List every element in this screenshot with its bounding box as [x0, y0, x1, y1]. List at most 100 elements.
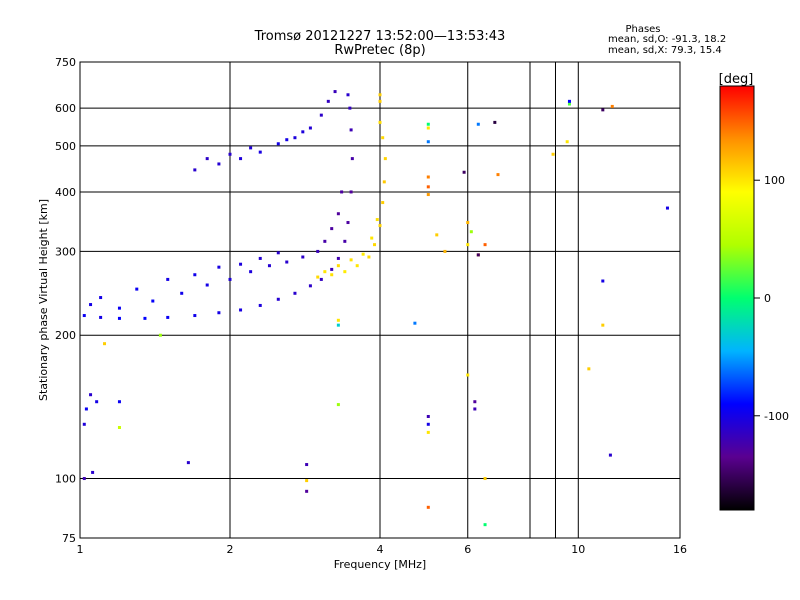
data-point	[483, 523, 487, 527]
data-point	[166, 315, 170, 319]
data-point	[117, 425, 121, 429]
data-point	[381, 136, 385, 140]
data-point	[493, 120, 497, 124]
data-point	[103, 342, 107, 346]
data-point	[276, 297, 280, 301]
data-point	[473, 407, 477, 411]
data-point	[267, 264, 271, 268]
stats-o-mode: mean, sd,O: -91.3, 18.2	[608, 34, 726, 45]
x-tick-label: 2	[227, 543, 234, 556]
data-point	[249, 270, 253, 274]
x-tick-label: 10	[571, 543, 585, 556]
data-point	[466, 373, 470, 377]
data-point	[608, 453, 612, 457]
stats-header: Phases	[625, 24, 660, 35]
data-point	[330, 227, 334, 231]
data-point	[426, 140, 430, 144]
data-point	[426, 185, 430, 189]
data-point	[193, 314, 197, 318]
data-point	[567, 102, 571, 106]
data-point	[435, 233, 439, 237]
data-point	[336, 403, 340, 407]
data-point	[89, 303, 93, 307]
data-point	[443, 249, 447, 253]
data-point	[239, 157, 243, 161]
data-point	[180, 291, 184, 295]
data-point	[426, 126, 430, 130]
chart-title: Tromsø 20121227 13:52:00—13:53:43	[254, 29, 506, 44]
data-point	[316, 275, 320, 279]
data-point	[567, 99, 571, 103]
data-point	[326, 99, 330, 103]
data-point	[293, 136, 297, 140]
data-point	[193, 273, 197, 277]
data-points	[82, 90, 669, 527]
data-point	[143, 316, 147, 320]
y-tick-label: 400	[55, 186, 76, 199]
x-tick-label: 1	[77, 543, 84, 556]
data-point	[276, 251, 280, 255]
data-point	[426, 414, 430, 418]
data-point	[601, 323, 605, 327]
data-point	[228, 277, 232, 281]
data-point	[166, 277, 170, 281]
data-point	[383, 157, 387, 161]
y-axis-label: Stationary phase Virtual Height [km]	[37, 199, 50, 401]
data-point	[336, 256, 340, 260]
data-point	[426, 505, 430, 509]
data-point	[375, 218, 379, 222]
data-point	[217, 162, 221, 166]
data-point	[99, 296, 103, 300]
data-point	[301, 130, 305, 134]
data-point	[665, 206, 669, 210]
x-tick-label: 6	[464, 543, 471, 556]
grid-lines	[80, 62, 680, 538]
data-point	[249, 146, 253, 150]
data-point	[305, 479, 309, 483]
data-point	[239, 308, 243, 312]
data-point	[84, 407, 88, 411]
data-point	[333, 90, 337, 94]
data-point	[305, 463, 309, 467]
data-point	[340, 190, 344, 194]
data-point	[382, 180, 386, 184]
data-point	[217, 311, 221, 315]
data-point	[305, 489, 309, 493]
data-point	[228, 152, 232, 156]
stats-x-mode: mean, sd,X: 79.3, 15.4	[608, 45, 722, 56]
data-point	[205, 283, 209, 287]
data-point	[91, 470, 95, 474]
data-point	[330, 273, 334, 277]
data-point	[323, 270, 327, 274]
data-point	[95, 400, 99, 404]
data-point	[426, 122, 430, 126]
data-point	[82, 314, 86, 318]
data-point	[483, 477, 487, 481]
y-axis-ticks: 75 100 200 300 400 500 600 750	[55, 56, 76, 545]
data-point	[373, 243, 377, 247]
data-point	[610, 104, 614, 108]
data-point	[258, 150, 262, 154]
data-point	[349, 190, 353, 194]
data-point	[186, 461, 190, 465]
data-point	[587, 367, 591, 371]
data-point	[378, 120, 382, 124]
data-point	[378, 93, 382, 97]
colorbar-ticks: -100 0 100	[754, 174, 789, 423]
data-point	[319, 113, 323, 117]
data-point	[473, 400, 477, 404]
data-point	[239, 262, 243, 266]
data-point	[496, 173, 500, 177]
x-axis-label: Frequency [MHz]	[334, 558, 426, 571]
data-point	[117, 316, 121, 320]
data-point	[601, 279, 605, 283]
y-tick-label: 200	[55, 329, 76, 342]
data-point	[336, 264, 340, 268]
data-point	[158, 333, 162, 337]
data-point	[349, 258, 353, 262]
data-point	[258, 303, 262, 307]
x-axis-ticks: 1 2 4 6 10 16	[77, 543, 688, 556]
data-point	[476, 253, 480, 257]
data-point	[483, 243, 487, 247]
data-point	[348, 106, 352, 110]
